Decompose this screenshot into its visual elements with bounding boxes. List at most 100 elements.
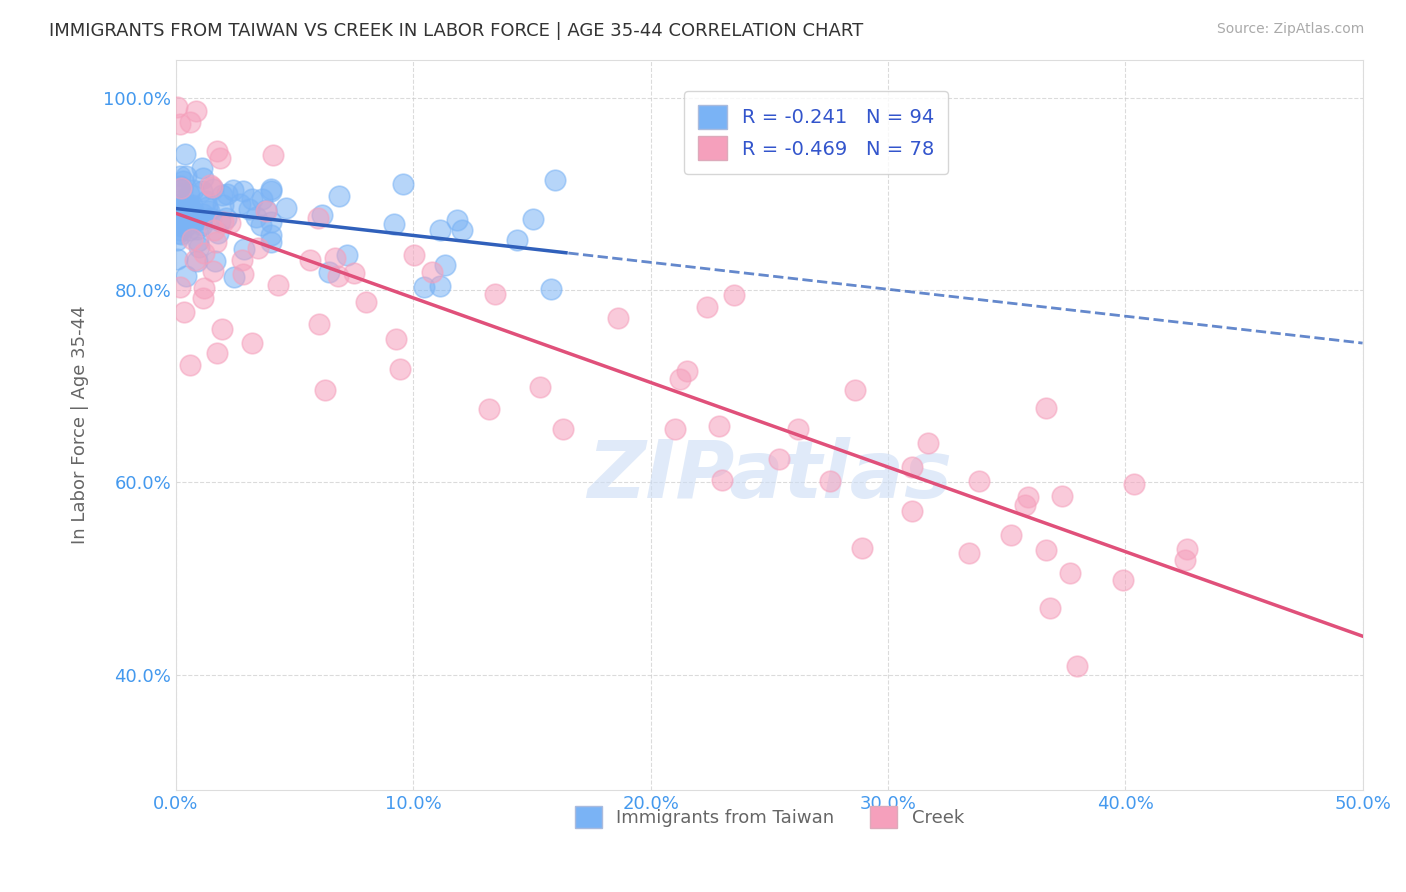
Point: [901, 504, 924, 518]
Point: [166, 198, 188, 212]
Point: [478, 401, 501, 416]
Point: [786, 422, 808, 436]
Point: [328, 189, 350, 203]
Point: [167, 200, 190, 214]
Point: [259, 182, 281, 196]
Point: [186, 254, 208, 268]
Point: [522, 211, 544, 226]
Point: [901, 459, 924, 474]
Point: [167, 194, 190, 208]
Point: [183, 252, 205, 267]
Point: [607, 311, 630, 326]
Point: [240, 336, 263, 351]
Point: [1175, 541, 1198, 556]
Point: [187, 235, 209, 249]
Point: [392, 177, 415, 191]
Point: [957, 546, 980, 560]
Point: [198, 204, 221, 219]
Point: [323, 251, 346, 265]
Point: [205, 346, 228, 360]
Point: [166, 233, 188, 247]
Point: [1066, 658, 1088, 673]
Point: [215, 186, 238, 201]
Point: [343, 266, 366, 280]
Point: [245, 211, 267, 225]
Point: [219, 216, 242, 230]
Point: [274, 201, 297, 215]
Point: [433, 258, 456, 272]
Point: [917, 436, 939, 450]
Point: [208, 152, 231, 166]
Point: [201, 179, 224, 194]
Point: [1017, 490, 1039, 504]
Point: [1123, 476, 1146, 491]
Point: [177, 186, 200, 201]
Point: [184, 214, 207, 228]
Point: [183, 204, 205, 219]
Point: [191, 170, 214, 185]
Point: [260, 235, 283, 249]
Point: [429, 278, 451, 293]
Point: [190, 211, 212, 226]
Point: [260, 228, 283, 243]
Point: [231, 252, 253, 267]
Point: [195, 200, 218, 214]
Point: [191, 291, 214, 305]
Point: [851, 541, 873, 555]
Point: [451, 223, 474, 237]
Point: [170, 214, 193, 228]
Point: [707, 419, 730, 434]
Point: [179, 358, 201, 372]
Point: [308, 318, 330, 332]
Point: [299, 252, 322, 267]
Point: [179, 115, 201, 129]
Point: [170, 182, 193, 196]
Point: [186, 212, 208, 227]
Point: [191, 161, 214, 175]
Point: [176, 219, 198, 233]
Point: [1035, 401, 1057, 415]
Point: [202, 181, 225, 195]
Point: [204, 253, 226, 268]
Point: [260, 214, 283, 228]
Point: [314, 383, 336, 397]
Point: [664, 422, 686, 436]
Point: [413, 280, 436, 294]
Point: [181, 197, 204, 211]
Point: [212, 215, 235, 229]
Point: [318, 265, 340, 279]
Point: [540, 281, 562, 295]
Text: IMMIGRANTS FROM TAIWAN VS CREEK IN LABOR FORCE | AGE 35-44 CORRELATION CHART: IMMIGRANTS FROM TAIWAN VS CREEK IN LABOR…: [49, 22, 863, 40]
Point: [169, 223, 191, 237]
Point: [696, 300, 718, 314]
Point: [723, 287, 745, 301]
Point: [768, 452, 790, 467]
Point: [710, 473, 733, 487]
Point: [211, 188, 233, 202]
Point: [232, 184, 254, 198]
Point: [247, 241, 270, 255]
Point: [529, 379, 551, 393]
Point: [429, 223, 451, 237]
Point: [222, 269, 245, 284]
Point: [191, 184, 214, 198]
Point: [240, 192, 263, 206]
Point: [544, 173, 567, 187]
Point: [169, 280, 191, 294]
Point: [169, 178, 191, 193]
Point: [169, 117, 191, 131]
Point: [187, 240, 209, 254]
Point: [180, 232, 202, 246]
Point: [211, 322, 233, 336]
Point: [260, 185, 283, 199]
Point: [669, 372, 692, 386]
Point: [382, 217, 405, 231]
Point: [384, 333, 406, 347]
Point: [1000, 528, 1022, 542]
Point: [267, 277, 290, 292]
Point: [170, 217, 193, 231]
Point: [166, 100, 188, 114]
Point: [170, 208, 193, 222]
Y-axis label: In Labor Force | Age 35-44: In Labor Force | Age 35-44: [72, 305, 89, 544]
Point: [222, 183, 245, 197]
